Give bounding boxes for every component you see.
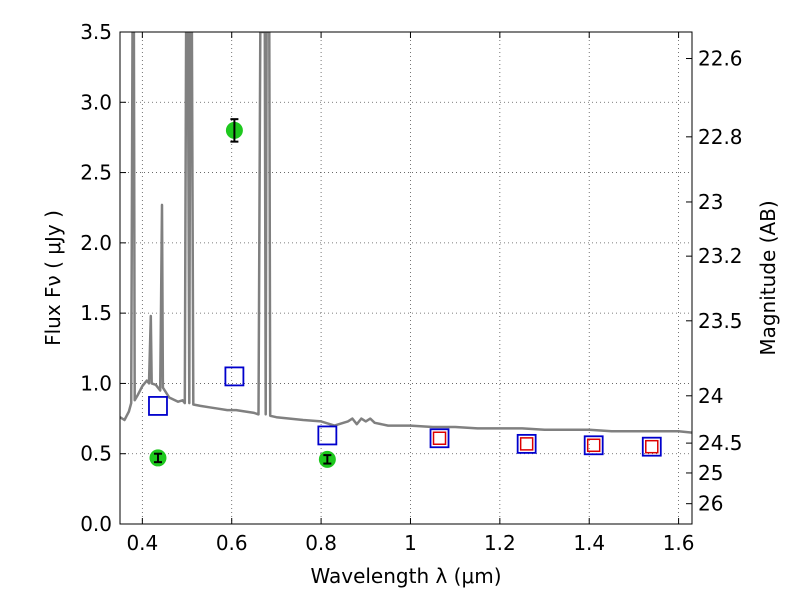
x-tick-label: 1.6	[663, 531, 695, 555]
model-blue-point	[429, 428, 450, 449]
y-axis-right-label: Magnitude (AB)	[756, 200, 780, 355]
mag-tick-label: 26	[698, 492, 723, 516]
markers	[148, 118, 662, 468]
y-tick-label: 2.5	[80, 161, 112, 185]
model-blue-point	[224, 366, 245, 387]
model-blue-point	[317, 425, 338, 446]
mag-tick-label: 23	[698, 190, 723, 214]
model-red-point	[519, 437, 534, 451]
error-bar	[230, 118, 239, 143]
x-tick-label: 1	[404, 531, 417, 555]
ticks: 0.4 0.6 0.8 1 1.2 1.4 1.6 0.0 0.5 1.0 1.5 2.0 2.5 3.0…	[80, 20, 742, 555]
model-red-point	[586, 438, 601, 453]
y-tick-label: 1.5	[80, 301, 112, 325]
grid	[120, 31, 692, 525]
model-blue-point	[583, 435, 604, 456]
mag-tick-label: 23.5	[698, 309, 743, 333]
x-axis-label: Wavelength λ (μm)	[310, 564, 501, 588]
y-tick-label: 3.0	[80, 90, 112, 114]
mag-tick-label: 25	[698, 461, 723, 485]
mag-tick-label: 22.8	[698, 125, 743, 149]
model-blue-point	[148, 396, 168, 416]
error-bar	[323, 454, 332, 465]
plot-frame	[119, 31, 693, 525]
y-axis-label: Flux Fν ( μJy )	[41, 210, 65, 346]
y-tick-label: 0.5	[80, 442, 112, 466]
x-tick-label: 0.4	[126, 531, 158, 555]
model-red-point	[645, 439, 659, 454]
template-spectrum-line	[120, 32, 692, 434]
mag-tick-label: 24	[698, 384, 723, 408]
mag-tick-label: 22.6	[698, 47, 743, 71]
error-bar	[153, 452, 162, 464]
y-tick-label: 0.0	[80, 512, 112, 536]
x-tick-label: 0.8	[305, 531, 337, 555]
y-tick-label: 3.5	[80, 20, 112, 44]
x-tick-label: 1.4	[573, 531, 605, 555]
y-tick-label: 2.0	[80, 231, 112, 255]
mag-tick-label: 24.5	[698, 431, 743, 455]
x-tick-label: 0.6	[216, 531, 248, 555]
model-blue-point	[516, 433, 537, 454]
template-spectrum	[120, 32, 692, 434]
x-tick-label: 1.2	[484, 531, 516, 555]
model-red-point	[432, 431, 447, 446]
mag-tick-label: 23.2	[698, 244, 743, 268]
y-tick-label: 1.0	[80, 371, 112, 395]
model-blue-point	[641, 436, 662, 457]
